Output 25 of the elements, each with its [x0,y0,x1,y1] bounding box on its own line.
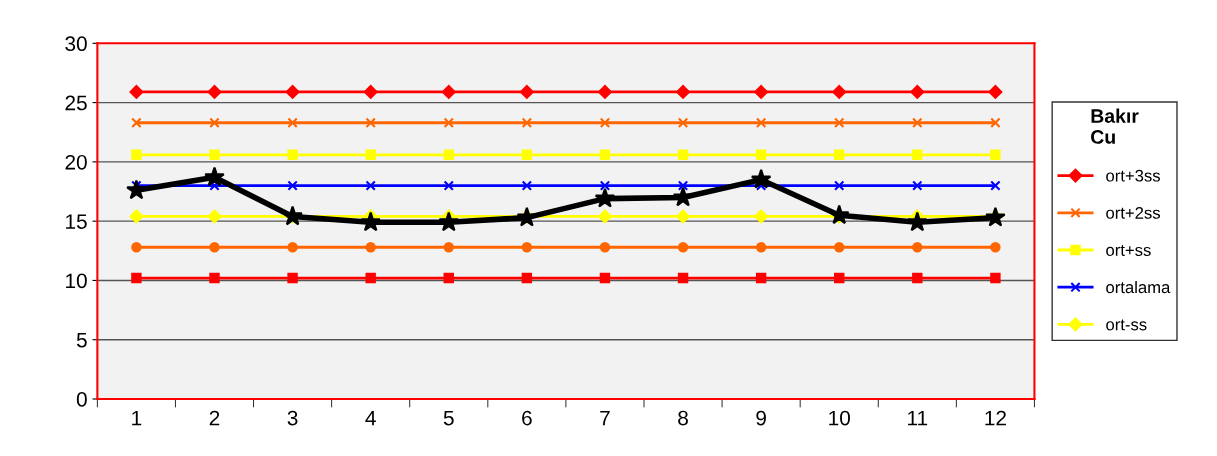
y-tick-label: 10 [66,273,87,289]
x-tick-label: 5 [443,410,454,426]
y-tick-label: 15 [66,214,87,229]
x-tick-label: 2 [209,410,220,426]
y-tick-label: 20 [65,154,87,170]
y-tick-label: 0 [76,392,87,407]
legend-label: ortalama [1106,280,1171,294]
x-tick-label: 4 [365,410,376,426]
x-tick-label: 6 [522,410,532,426]
y-tick-label: 25 [65,95,87,111]
x-tick-label: 10 [829,410,850,426]
x-tick-label: 3 [287,410,298,426]
y-tick-label: 30 [65,36,87,52]
x-tick-label: 11 [908,410,928,426]
y-tick-label: 5 [76,332,87,348]
x-tick-label: 9 [756,410,766,426]
legend-label: ort+3ss [1106,169,1160,182]
legend-label: ort-ss [1106,319,1147,331]
x-tick-label: 1 [132,410,142,426]
x-tick-label: 12 [985,410,1006,426]
legend-label: ort+ss [1106,245,1151,256]
legend-title: Bakır Cu [1091,108,1139,144]
x-tick-label: 8 [678,410,688,426]
legend-label: ort+2ss [1106,207,1160,219]
x-tick-label: 7 [600,410,610,426]
